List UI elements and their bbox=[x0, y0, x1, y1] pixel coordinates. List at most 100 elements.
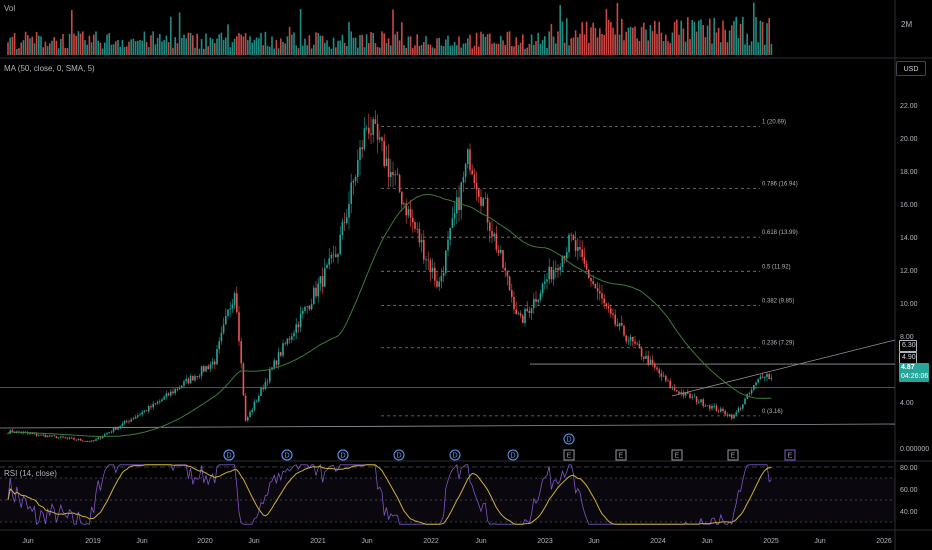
candle-body bbox=[577, 247, 579, 251]
volume-bar bbox=[350, 31, 352, 55]
candle-body bbox=[183, 381, 185, 386]
rising-trend-line bbox=[671, 339, 896, 397]
candle-body bbox=[187, 378, 190, 384]
volume-bar bbox=[156, 37, 159, 55]
candle-body bbox=[537, 299, 539, 302]
candle-body bbox=[687, 392, 689, 394]
volume-bar bbox=[255, 37, 258, 55]
candle-body bbox=[574, 240, 577, 251]
volume-bar bbox=[57, 48, 60, 55]
volume-bar bbox=[16, 48, 18, 55]
volume-scale-label: 2M bbox=[901, 20, 913, 29]
volume-bar bbox=[229, 47, 231, 55]
candle-body bbox=[753, 385, 755, 390]
candle-body bbox=[284, 343, 286, 345]
volume-bar bbox=[390, 45, 392, 55]
volume-bar bbox=[561, 21, 564, 55]
candle-body bbox=[528, 310, 531, 314]
volume-bar bbox=[570, 38, 572, 55]
candle-body bbox=[145, 410, 148, 412]
x-axis-label: 2019 bbox=[85, 538, 101, 545]
candle-body bbox=[722, 408, 724, 412]
candle-body bbox=[517, 313, 520, 315]
volume-bar bbox=[60, 38, 62, 55]
volume-bar bbox=[295, 45, 297, 55]
candle-body bbox=[394, 174, 396, 176]
candle-body bbox=[755, 382, 757, 386]
volume-bar bbox=[293, 32, 295, 55]
candle-body bbox=[220, 332, 223, 342]
volume-bar bbox=[335, 47, 337, 55]
candle-body bbox=[449, 227, 451, 240]
volume-bar bbox=[572, 37, 575, 55]
candle-body bbox=[11, 430, 14, 433]
candle-body bbox=[671, 387, 674, 389]
candle-body bbox=[519, 313, 522, 316]
volume-bar bbox=[445, 39, 447, 55]
volume-bar bbox=[755, 17, 757, 55]
candle-body bbox=[544, 281, 546, 284]
candle-body bbox=[181, 385, 183, 388]
candle-body bbox=[713, 405, 715, 407]
candle-body bbox=[73, 437, 75, 440]
volume-bar bbox=[244, 33, 247, 55]
volume-bar bbox=[359, 35, 361, 55]
volume-bar bbox=[541, 40, 544, 55]
volume-bar bbox=[464, 43, 467, 55]
volume-bar bbox=[326, 40, 328, 55]
candle-body bbox=[715, 405, 718, 411]
volume-bar bbox=[24, 31, 27, 55]
candle-body bbox=[297, 324, 300, 328]
volume-bar bbox=[431, 47, 434, 55]
volume-bar bbox=[77, 31, 80, 55]
ma-indicator-label[interactable]: MA (50, close, 0, SMA, 5) bbox=[4, 64, 95, 73]
volume-bar bbox=[720, 42, 722, 55]
candle-body bbox=[62, 436, 64, 438]
volume-bar bbox=[90, 42, 93, 55]
candle-body bbox=[761, 376, 764, 378]
candle-body bbox=[398, 174, 401, 192]
rsi-indicator-label[interactable]: RSI (14, close) bbox=[4, 469, 57, 478]
candle-body bbox=[185, 378, 187, 382]
candle-body bbox=[277, 352, 280, 365]
volume-bar bbox=[337, 40, 339, 55]
volume-bar bbox=[249, 36, 251, 55]
candle-body bbox=[359, 147, 361, 161]
volume-bar bbox=[110, 44, 113, 55]
candle-body bbox=[200, 366, 203, 376]
x-axis-label: 2025 bbox=[763, 538, 779, 545]
volume-bar bbox=[253, 39, 256, 55]
candle-body bbox=[244, 395, 247, 421]
currency-button[interactable]: USD bbox=[896, 61, 926, 76]
candle-body bbox=[414, 222, 416, 229]
candle-body bbox=[489, 222, 491, 231]
candle-body bbox=[592, 281, 594, 284]
candle-body bbox=[379, 137, 381, 140]
candle-body bbox=[698, 402, 700, 403]
volume-bar bbox=[605, 8, 608, 56]
candle-body bbox=[403, 203, 405, 205]
volume-bar bbox=[222, 40, 225, 55]
candle-body bbox=[46, 435, 49, 438]
candle-body bbox=[629, 336, 632, 341]
volume-bar bbox=[491, 43, 493, 55]
candle-countdown-badge: 04:26:06 bbox=[899, 372, 929, 382]
volume-bar bbox=[526, 47, 528, 55]
candle-body bbox=[249, 411, 251, 418]
candle-body bbox=[588, 269, 590, 278]
volume-bar bbox=[341, 34, 344, 55]
candle-body bbox=[84, 441, 86, 442]
candle-body bbox=[161, 399, 163, 401]
candle-body bbox=[31, 433, 33, 435]
candle-body bbox=[627, 340, 630, 342]
candle-body bbox=[196, 376, 198, 377]
candle-body bbox=[368, 127, 370, 134]
volume-bar bbox=[396, 31, 399, 55]
volume-bar bbox=[662, 41, 665, 55]
volume-bar bbox=[629, 26, 632, 55]
candle-body bbox=[478, 189, 480, 197]
volume-bar bbox=[555, 43, 557, 55]
candle-body bbox=[559, 266, 561, 271]
candle-body bbox=[405, 203, 407, 216]
